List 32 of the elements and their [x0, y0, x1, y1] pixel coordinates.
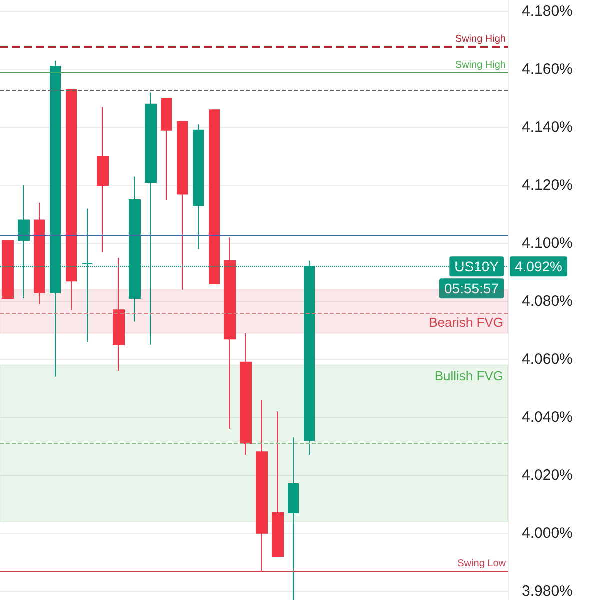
y-tick-label: 3.980% — [522, 582, 573, 600]
band-label: Bearish FVG — [429, 314, 504, 330]
y-tick-label: 4.120% — [522, 177, 573, 194]
ref-line-label: Swing High — [455, 34, 506, 45]
y-tick-label: 4.180% — [522, 3, 573, 20]
annotation: 05:55:57 — [444, 280, 500, 297]
candlestick — [256, 400, 268, 572]
candlestick — [97, 106, 109, 253]
candlestick — [66, 89, 77, 311]
ref-line-label: Swing High — [455, 60, 506, 71]
y-tick-label: 4.040% — [522, 408, 573, 426]
y-tick-label: 4.060% — [522, 350, 573, 368]
candlestick — [224, 237, 236, 430]
ref-line-label: 4.092% — [515, 258, 562, 275]
candlestick — [34, 202, 45, 305]
candlestick — [209, 110, 220, 285]
band-label: Bullish FVG — [434, 368, 504, 384]
ref-line-label: Swing Low — [458, 558, 507, 570]
y-tick-label: 4.160% — [522, 61, 573, 78]
candlestick — [272, 411, 284, 558]
y-tick-label: 4.080% — [522, 292, 573, 310]
candlestick — [177, 121, 188, 290]
candlestick — [161, 98, 172, 200]
candlestick — [2, 240, 14, 300]
candlestick — [113, 257, 125, 372]
y-tick-label: 4.000% — [522, 524, 573, 542]
y-tick-label: 4.140% — [522, 119, 573, 136]
candlestick — [193, 124, 204, 250]
candlestick — [288, 437, 299, 600]
y-tick-label: 4.100% — [522, 234, 573, 252]
candlestick — [240, 332, 252, 456]
y-tick-label: 4.020% — [522, 466, 573, 484]
